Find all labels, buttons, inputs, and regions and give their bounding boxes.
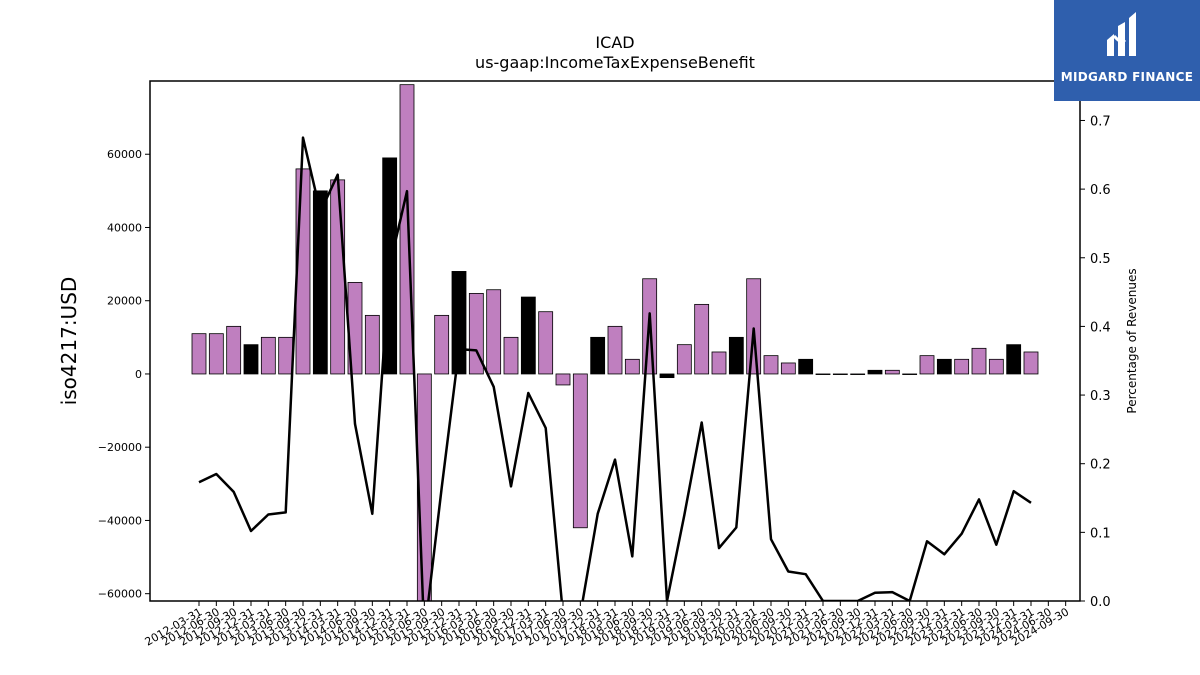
bar-2023-03-31 — [954, 358, 970, 375]
right-tick-label: 0.3 — [1090, 389, 1111, 404]
bar-2019-12-31 — [728, 336, 744, 375]
right-tick-label: 0.6 — [1090, 183, 1111, 198]
bar-2020-06-30 — [763, 355, 779, 375]
bar-2019-03-31 — [676, 344, 692, 375]
bar-2023-09-30 — [988, 358, 1004, 375]
bar-2013-12-31 — [312, 190, 328, 375]
x-axis: 2012-03-312012-06-302012-09-302012-12-31… — [143, 601, 1071, 649]
percent-of-revenues-line — [198, 136, 1032, 601]
left-tick-label: −20000 — [98, 441, 142, 454]
bar-2015-09-30 — [434, 314, 450, 375]
right-tick-label: 0.4 — [1090, 320, 1111, 335]
bar-2022-03-31 — [884, 369, 900, 375]
right-tick-label: 0.1 — [1090, 526, 1111, 541]
chart-subtitle: us-gaap:IncomeTaxExpenseBenefit — [475, 53, 755, 72]
left-tick-label: −60000 — [98, 588, 142, 601]
chart-title: ICAD — [595, 33, 634, 52]
bar-2018-06-30 — [624, 358, 640, 375]
bar-2013-06-30 — [278, 336, 294, 375]
right-axis: 0.0 0.1 0.2 0.3 0.4 0.5 0.6 0.7 — [1080, 114, 1111, 610]
bar-2016-03-31 — [468, 292, 484, 375]
bar-2012-06-30 — [208, 333, 224, 375]
bar-2012-09-30 — [226, 325, 242, 375]
bar-2022-09-30 — [919, 355, 935, 375]
bar-2021-06-30 — [832, 373, 848, 375]
left-axis: −60000 −40000 −20000 0 20000 40000 60000 — [98, 148, 150, 601]
bar-2014-09-30 — [364, 314, 380, 375]
bar-2018-03-31 — [607, 325, 623, 375]
right-tick-label: 0.7 — [1090, 114, 1111, 129]
y-axis-label-left: iso4217:USD — [57, 277, 81, 406]
left-tick-label: 40000 — [107, 221, 142, 234]
left-tick-label: 0 — [135, 368, 142, 381]
bar-2021-12-31 — [867, 369, 883, 375]
line-layer — [198, 136, 1032, 601]
bars-layer — [191, 84, 1039, 602]
bar-2017-12-31 — [590, 336, 606, 375]
bar-2021-09-30 — [850, 373, 866, 375]
bar-2017-09-30 — [572, 373, 588, 529]
right-tick-label: 0.5 — [1090, 252, 1111, 267]
bar-2023-12-31 — [1006, 344, 1022, 375]
bar-2016-12-31 — [520, 296, 536, 375]
bar-2020-12-31 — [798, 358, 814, 375]
right-tick-label: 0.0 — [1090, 595, 1111, 610]
bar-2014-03-31 — [330, 179, 346, 375]
bar-2017-06-30 — [555, 373, 571, 386]
y-axis-label-right: Percentage of Revenues — [1125, 268, 1139, 413]
bar-2022-06-30 — [902, 373, 918, 375]
right-tick-label: 0.2 — [1090, 458, 1111, 473]
bar-2016-09-30 — [503, 336, 519, 375]
left-tick-label: −40000 — [98, 514, 142, 527]
left-tick-label: 60000 — [107, 148, 142, 161]
bar-2023-06-30 — [971, 347, 987, 375]
bar-2021-03-31 — [815, 373, 831, 375]
bar-2018-12-31 — [659, 373, 675, 379]
logo-text: MIDGARD FINANCE — [1060, 70, 1194, 84]
left-tick-label: 20000 — [107, 295, 142, 308]
bar-2013-03-31 — [260, 336, 276, 375]
bar-2020-09-30 — [780, 362, 796, 375]
bar-2013-09-30 — [295, 168, 311, 375]
bar-2012-12-31 — [243, 344, 259, 375]
bar-2017-03-31 — [538, 311, 554, 375]
bar-2022-12-31 — [936, 358, 952, 375]
midgard-finance-logo: MIDGARD FINANCE — [1054, 0, 1200, 101]
bar-2024-03-31 — [1023, 351, 1039, 375]
bar-2019-06-30 — [694, 303, 710, 375]
bar-2019-09-30 — [711, 351, 727, 375]
bar-2016-06-30 — [486, 289, 502, 375]
bar-2020-03-31 — [746, 278, 762, 375]
bar-2012-03-31 — [191, 333, 207, 375]
logo-mark-icon — [1107, 12, 1136, 56]
